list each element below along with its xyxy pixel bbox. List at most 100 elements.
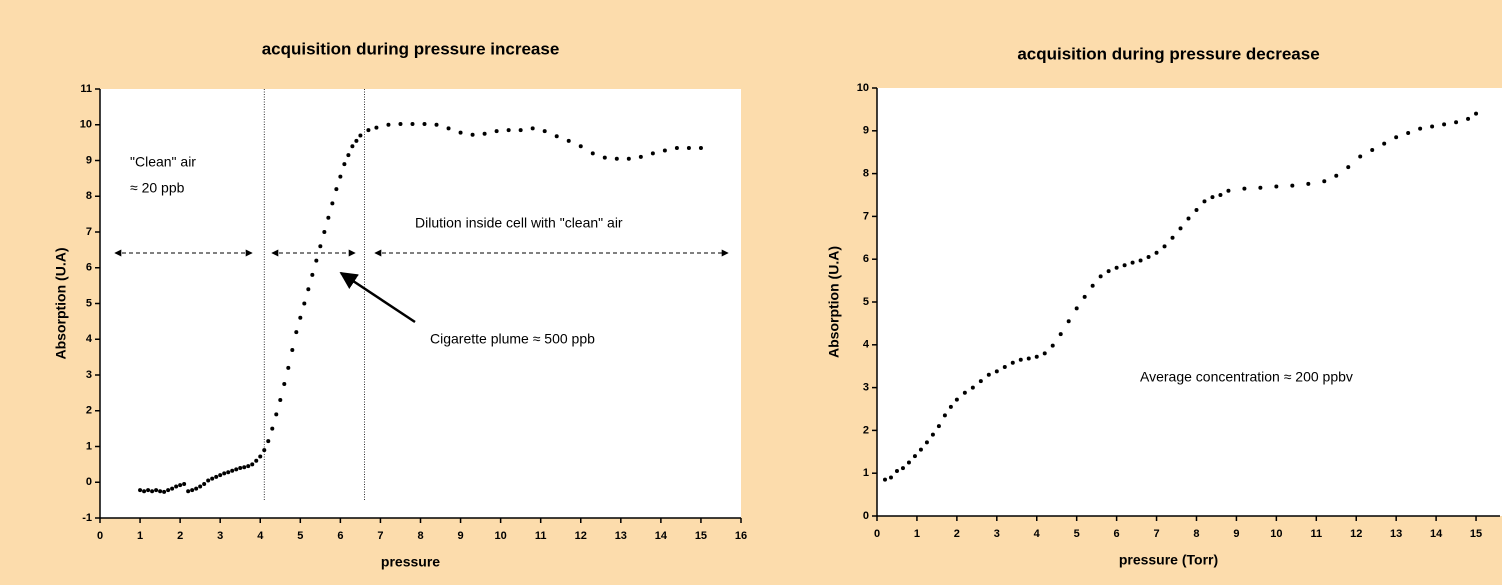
data-point [282,381,287,386]
data-point [1026,356,1031,361]
x-tick-label: 11 [1310,528,1322,540]
data-point [330,201,335,206]
y-axis-title: Absorption (U.A) [53,248,69,360]
y-tick-label: 5 [86,297,92,309]
data-point [1226,188,1231,193]
data-point [1466,116,1471,121]
annotation: "Clean" air [130,154,196,170]
data-point [374,125,379,130]
data-point [142,489,147,494]
data-point [554,134,559,139]
data-point [346,153,351,158]
y-tick-label: 7 [86,226,92,238]
data-point [234,467,239,472]
data-point [446,126,451,131]
data-point [912,454,917,459]
data-point [146,488,151,493]
data-point [206,478,211,483]
x-tick-label: 9 [458,530,464,542]
y-tick-label: 10 [857,82,869,94]
data-point [942,413,947,418]
data-point [350,144,355,149]
data-point [170,486,175,491]
chart-title: acquisition during pressure decrease [1017,44,1319,63]
data-point [194,486,199,491]
data-point [322,230,327,234]
data-point [326,215,331,220]
data-point [978,379,983,384]
x-tick-label: 0 [874,528,880,540]
y-tick-label: 1 [86,440,92,452]
y-tick-label: 10 [80,119,92,131]
data-point [154,488,159,493]
data-point [294,330,299,335]
plot-area [877,88,1502,516]
y-tick-label: 4 [863,339,870,351]
x-tick-label: 6 [1114,528,1120,540]
data-point [162,489,167,494]
data-point [530,126,535,131]
data-point [266,439,271,444]
data-point [1194,207,1199,212]
y-tick-label: 3 [863,382,869,394]
data-point [470,132,475,137]
data-point [1138,258,1143,263]
data-point [1418,126,1423,131]
x-tick-label: 6 [337,530,343,542]
data-point [638,154,643,159]
data-point [1018,357,1023,362]
data-point [286,365,291,370]
data-point [882,477,887,482]
data-point [686,145,691,150]
x-tick-label: 5 [1074,528,1080,540]
data-point [900,466,905,471]
data-point [1106,269,1111,274]
data-point [948,404,953,409]
data-point [1130,260,1135,265]
data-point [174,484,179,489]
data-point [222,471,227,476]
data-point [290,347,295,352]
x-tick-label: 15 [1470,528,1482,540]
x-tick-label: 4 [257,530,264,542]
y-tick-label: 11 [80,83,92,95]
data-point [1218,193,1223,197]
data-point [1202,199,1207,204]
data-point [566,138,571,143]
data-point [1258,185,1263,190]
data-point [422,122,427,127]
data-point [358,133,363,138]
data-point [602,155,607,160]
data-point [314,258,319,263]
y-tick-label: 2 [863,424,869,436]
data-point [274,412,279,417]
data-point [924,440,929,445]
y-tick-label: 6 [863,253,869,265]
data-point [1290,183,1295,188]
x-tick-label: 15 [695,530,707,542]
y-axis-title: Absorption (U.A) [826,246,842,358]
y-tick-label: 4 [86,333,93,345]
data-point [190,488,195,493]
data-point [1306,181,1311,186]
x-tick-label: 9 [1233,528,1239,540]
x-tick-label: 2 [177,530,183,542]
pointer-arrow [339,271,416,324]
data-point [590,151,595,156]
data-point [210,476,215,481]
y-tick-label: 5 [863,296,869,308]
data-point [182,482,187,487]
data-point [1034,354,1039,359]
x-tick-label: 2 [954,528,960,540]
annotation: Dilution inside cell with "clean" air [415,215,623,231]
data-point [1082,294,1087,299]
data-point [242,465,247,470]
data-point [662,148,667,153]
y-tick-label: 8 [86,190,92,202]
data-point [342,162,347,167]
data-point [1058,332,1063,337]
data-point [178,483,183,488]
data-point [1066,319,1071,324]
data-point [386,122,391,127]
